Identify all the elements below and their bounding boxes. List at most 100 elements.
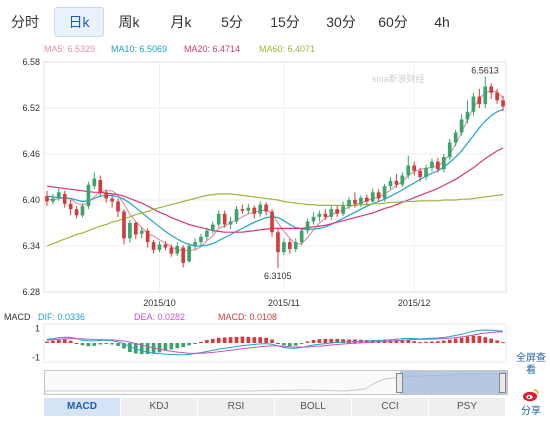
candle xyxy=(104,189,109,204)
macd-grid xyxy=(43,323,507,363)
macd-bar xyxy=(388,340,393,343)
x-tick-label: 2015/12 xyxy=(398,298,431,308)
macd-bar xyxy=(92,343,97,346)
candle xyxy=(139,227,144,239)
macd-bar xyxy=(222,337,227,343)
candle xyxy=(477,88,482,108)
macd-bar xyxy=(341,339,345,343)
candle xyxy=(501,95,505,112)
indicator-tab-rsi[interactable]: RSI xyxy=(198,398,275,416)
candles xyxy=(45,76,505,269)
tab-daily-k[interactable]: 日k xyxy=(54,7,104,37)
candle xyxy=(406,155,411,179)
candle xyxy=(347,196,351,210)
macd-bar xyxy=(489,338,494,343)
candle xyxy=(133,221,138,240)
candle xyxy=(447,138,452,161)
candle xyxy=(110,195,114,208)
tab-60min[interactable]: 60分 xyxy=(378,14,408,30)
macd-bar xyxy=(495,340,499,343)
macd-bar xyxy=(246,336,251,343)
candle xyxy=(80,203,85,218)
candle xyxy=(270,209,274,237)
macd-bar xyxy=(74,343,79,344)
x-tick-label: 2015/11 xyxy=(268,298,300,308)
candle xyxy=(471,92,476,116)
share-button[interactable]: 分享 xyxy=(516,388,546,418)
candle xyxy=(430,158,434,172)
macd-bar xyxy=(80,343,85,346)
candle xyxy=(359,195,363,207)
macd-bar xyxy=(471,335,476,343)
navigator-right-handle[interactable] xyxy=(499,373,506,393)
candle xyxy=(465,100,470,124)
indicator-tab-psy[interactable]: PSY xyxy=(429,398,506,416)
candle xyxy=(376,189,381,202)
macd-bar xyxy=(276,343,280,344)
candlestick-chart[interactable]: sina新浪财经 6.58 6.52 6.46 6.40 6.34 6.28 2015/1… xyxy=(0,54,515,312)
macd-bar xyxy=(412,341,417,343)
candle xyxy=(187,242,191,263)
macd-bar xyxy=(305,341,310,343)
candle xyxy=(222,210,227,228)
macd-bar xyxy=(145,343,150,355)
tab-weekly-k[interactable]: 周k xyxy=(118,14,140,30)
tab-5min[interactable]: 5分 xyxy=(221,14,243,30)
macd-bar xyxy=(299,343,304,344)
macd-bar xyxy=(447,339,452,343)
macd-bar xyxy=(157,343,162,353)
macd-bar xyxy=(264,337,268,343)
macd-bar xyxy=(252,337,257,343)
macd-bar xyxy=(258,337,263,343)
candle xyxy=(169,244,174,257)
ma5-line xyxy=(46,90,504,252)
macd-bar xyxy=(400,339,405,343)
tab-monthly-k[interactable]: 月k xyxy=(170,14,192,30)
candle xyxy=(151,239,156,254)
main-grid xyxy=(43,61,507,293)
navigator-left-handle[interactable] xyxy=(396,373,403,393)
macd-bar xyxy=(394,340,399,343)
macd-bar xyxy=(483,337,488,343)
weibo-icon xyxy=(523,389,539,402)
indicator-tab-kdj[interactable]: KDJ xyxy=(121,398,198,416)
macd-bar xyxy=(323,338,328,343)
macd-bar xyxy=(133,343,138,354)
candle xyxy=(234,206,239,224)
macd-bar xyxy=(56,339,61,343)
macd-bar xyxy=(317,339,322,343)
macd-bar xyxy=(104,343,109,344)
ma60-legend: MA60: 6.4071 xyxy=(259,44,316,54)
indicator-tab-macd[interactable]: MACD xyxy=(44,398,121,416)
macd-bar xyxy=(86,343,91,347)
moving-average-lines xyxy=(46,90,504,252)
navigator-selection[interactable] xyxy=(400,371,507,394)
candle xyxy=(122,209,126,245)
macd-chart[interactable]: 1 -1 xyxy=(0,312,515,366)
macd-bar xyxy=(169,343,174,350)
candle xyxy=(400,172,405,187)
macd-y-tick: -1 xyxy=(32,353,40,363)
tab-15min[interactable]: 15分 xyxy=(270,14,300,30)
fullscreen-button[interactable]: 全屏查看 xyxy=(516,353,546,376)
macd-bar xyxy=(436,341,440,343)
tab-30min[interactable]: 30分 xyxy=(326,14,356,30)
macd-bar xyxy=(98,343,103,345)
macd-histogram xyxy=(45,335,505,355)
indicator-tab-cci[interactable]: CCI xyxy=(352,398,429,416)
range-navigator[interactable] xyxy=(44,370,508,395)
macd-bar xyxy=(293,343,298,346)
candle xyxy=(181,245,186,268)
macd-bar xyxy=(270,339,274,343)
candle xyxy=(412,161,417,176)
candle xyxy=(51,193,55,205)
candle xyxy=(483,76,488,108)
macd-bar xyxy=(335,338,340,343)
tab-fenshi[interactable]: 分时 xyxy=(11,14,39,30)
ma10-line xyxy=(46,108,504,247)
macd-lines xyxy=(46,329,504,356)
tab-4h[interactable]: 4h xyxy=(434,14,450,30)
candle xyxy=(394,173,399,188)
candle xyxy=(388,177,393,190)
indicator-tab-boll[interactable]: BOLL xyxy=(275,398,352,416)
